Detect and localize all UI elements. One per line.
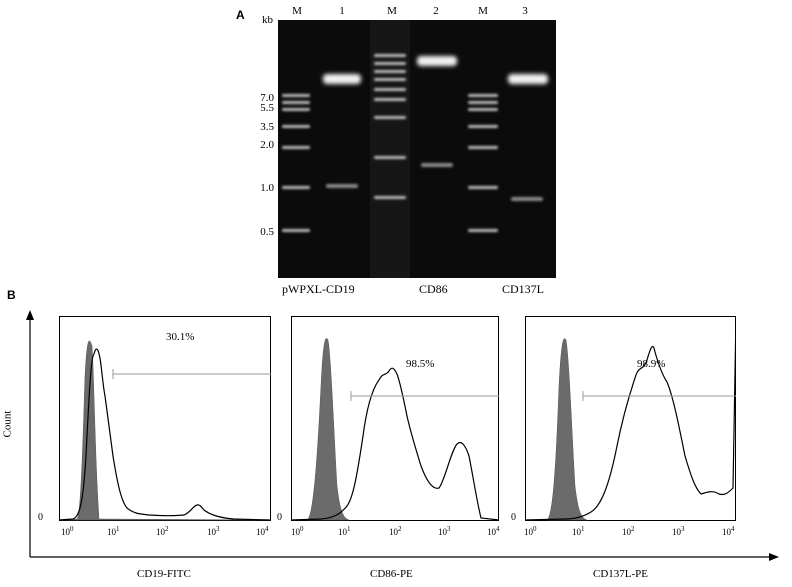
lane-3-insert-band [511,197,543,201]
kb-marker-2-0: 2.0 [260,139,274,151]
zero-label-3: 0 [511,512,516,523]
kb-marker-7-0: 7.0 [260,92,274,104]
lane-3-vector-band [508,74,548,84]
lane-label-3: 3 [522,5,528,17]
construct-name-cd86: CD86 [419,282,448,296]
x-tick-p1-2: 102 [156,525,169,537]
x-tick-p2-1: 101 [338,525,351,537]
lane-label-1: 1 [339,5,345,17]
x-tick-p1-0: 100 [61,525,74,537]
control-fill-cd86 [306,338,350,521]
x-tick-p1-1: 101 [107,525,120,537]
marker-lane-2 [374,54,406,199]
histogram-cd19-svg [58,316,272,521]
histogram-plot-cd86 [290,316,500,521]
x-tick-p2-0: 100 [291,525,304,537]
lane-2-vector-band [417,56,457,66]
x-tick-p3-0: 100 [524,525,537,537]
percent-cd86: 98.5% [406,358,435,370]
marker-title-cd19: CD19-FITC [137,568,191,580]
sample-line-cd86 [290,367,500,521]
construct-name-cd19: pWPXL-CD19 [282,282,355,296]
x-tick-p1-4: 104 [256,525,269,537]
count-axis-arrow [26,310,34,320]
panel-b-label: B [7,288,16,302]
x-tick-p3-1: 101 [572,525,585,537]
marker-lane-1 [282,94,310,232]
percent-cd137l: 98.9% [637,358,666,370]
gel-image [278,20,556,278]
histogram-plot-cd137l [524,315,737,521]
histogram-plot-cd19 [58,316,272,521]
lane-label-m1: M [292,5,302,17]
control-fill-cd137l [546,338,588,521]
kb-marker-5-5: 5.5 [260,102,274,114]
fluorescence-axis-arrow [769,553,779,561]
construct-name-cd137l: CD137L [502,282,544,296]
sample-line-cd137l [524,315,737,521]
lane-label-2: 2 [433,5,439,17]
x-tick-p3-2: 102 [622,525,635,537]
control-fill-cd19 [58,340,272,521]
lane-label-m2: M [387,5,397,17]
zero-label-1: 0 [38,512,43,523]
gel-bands [282,20,548,278]
x-tick-p3-4: 104 [722,525,735,537]
lane-1-insert-band [326,184,358,188]
marker-title-cd137l: CD137L-PE [593,568,648,580]
kb-marker-1-0: 1.0 [260,182,274,194]
marker-title-cd86: CD86-PE [370,568,413,580]
x-tick-p2-2: 102 [389,525,402,537]
lane-1-vector-band [323,74,361,84]
zero-label-2: 0 [277,512,282,523]
x-tick-p2-3: 103 [438,525,451,537]
histogram-cd86-svg [290,316,500,521]
sample-line-cd19 [58,348,272,521]
marker-lane-3 [468,94,498,232]
histogram-cd137l-svg [524,315,737,521]
kb-marker-3-5: 3.5 [260,121,274,133]
x-tick-p3-3: 103 [672,525,685,537]
count-axis-title: Count [1,410,14,438]
lane-2-insert-band [421,163,453,167]
kb-marker-0-5: 0.5 [260,226,274,238]
x-tick-p2-4: 104 [487,525,500,537]
kb-unit-label: kb [262,14,273,26]
lane-label-m3: M [478,5,488,17]
panel-a-label: A [236,8,245,22]
x-tick-p1-3: 103 [207,525,220,537]
percent-cd19: 30.1% [166,331,195,343]
